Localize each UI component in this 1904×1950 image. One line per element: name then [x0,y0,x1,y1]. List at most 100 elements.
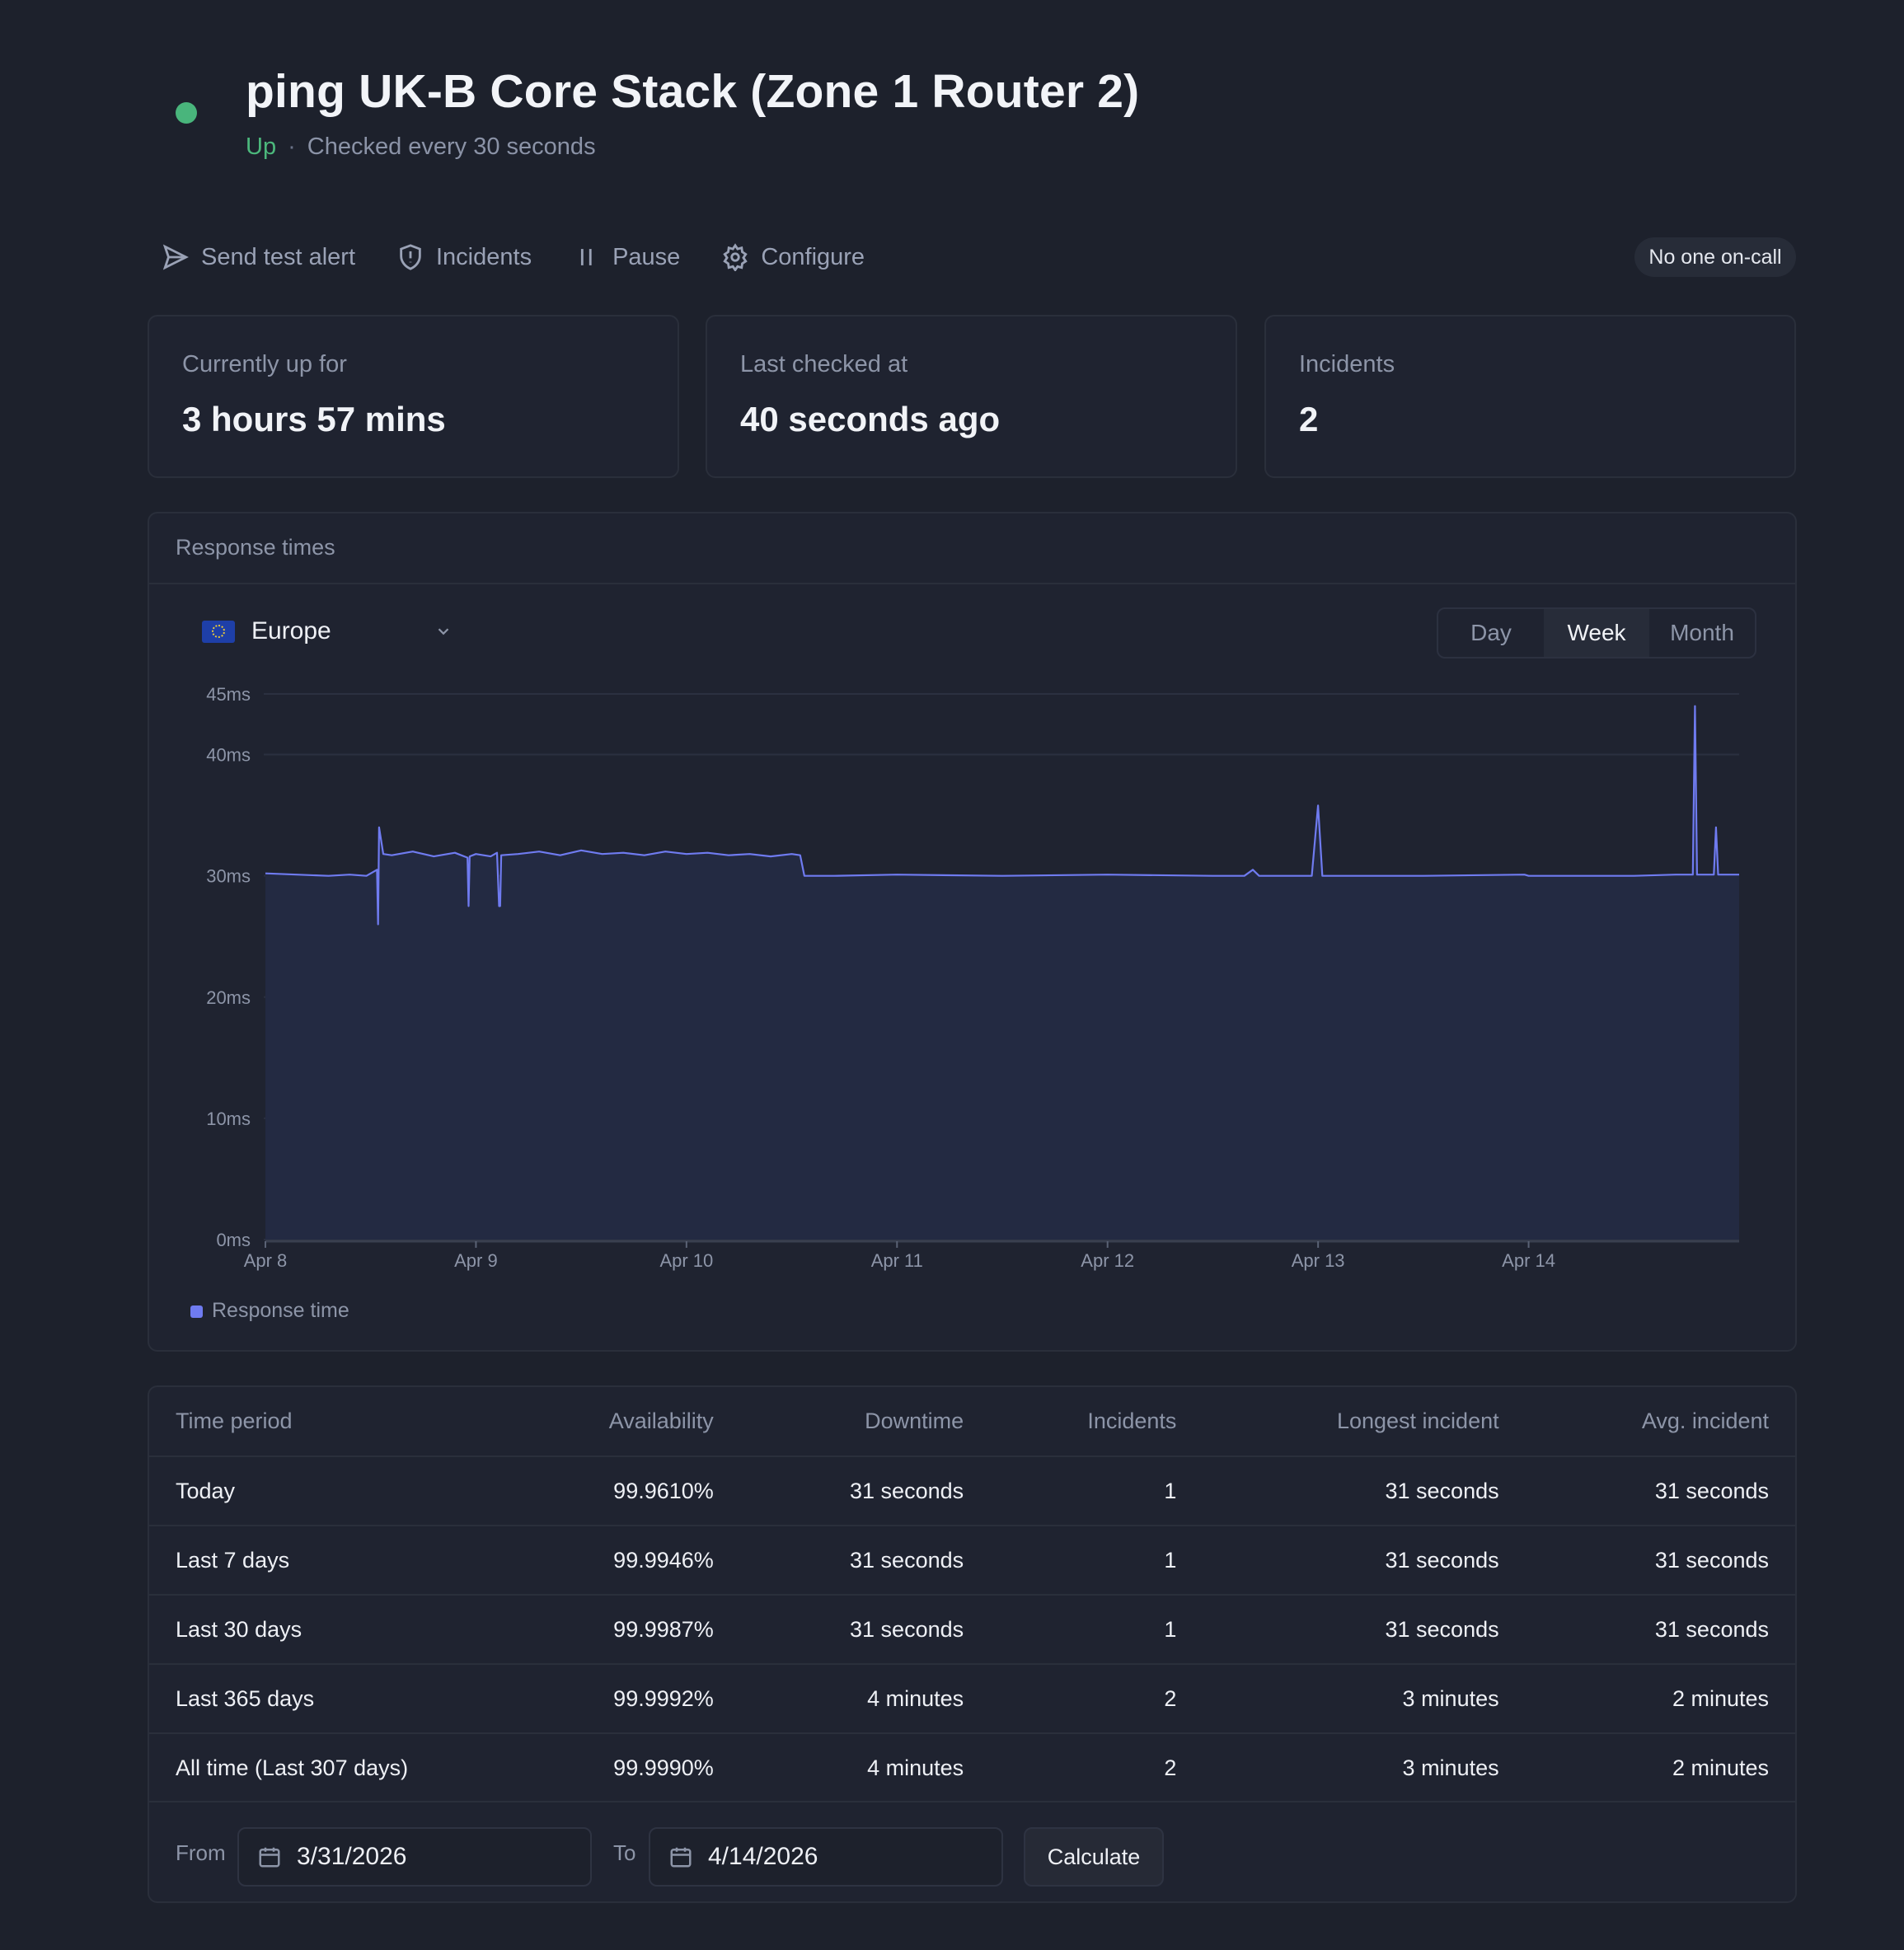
table-cell: Last 365 days [149,1663,504,1733]
legend-label: Response time [212,1299,349,1322]
x-tick-label: Apr 9 [454,1250,498,1271]
table-row: Today 99.9610% 31 seconds 1 31 seconds 3… [149,1455,1795,1526]
table-cell: 31 seconds [1525,1525,1795,1595]
table-cell: 4 minutes [739,1732,991,1802]
x-tick-label: Apr 13 [1292,1250,1345,1271]
calendar-icon [259,1847,280,1868]
x-tick-label: Apr 12 [1081,1250,1134,1271]
column-header: Longest incident [1336,1409,1499,1433]
from-date-value: 3/31/2026 [297,1843,407,1870]
table-cell: Last 7 days [149,1525,504,1595]
table-cell: All time (Last 307 days) [149,1732,504,1802]
x-tick-label: Apr 8 [244,1250,288,1271]
legend-swatch [190,1305,203,1318]
chevron-down-icon [438,628,449,635]
table-cell: 99.9992% [504,1663,740,1733]
table-header-row: Time period Availability Downtime Incide… [149,1387,1795,1456]
table-row: All time (Last 307 days) 99.9990% 4 minu… [149,1732,1795,1802]
y-tick-label: 10ms [206,1109,251,1129]
shield-alert-icon [400,244,421,270]
column-header: Avg. incident [1641,1409,1769,1433]
response-times-title: Response times [149,513,1795,584]
monitor-subtitle: Up · Checked every 30 seconds [246,134,596,161]
table-row: Last 365 days 99.9992% 4 minutes 2 3 min… [149,1663,1795,1733]
tab-day[interactable]: Day [1470,620,1512,645]
table-cell: 1 [990,1525,1203,1595]
from-date-input[interactable]: 3/31/2026 [237,1827,592,1887]
send-icon [162,244,189,270]
to-label: To [613,1840,636,1865]
separator: · [288,134,296,160]
table-cell: 31 seconds [1203,1594,1526,1664]
to-date-value: 4/14/2026 [708,1843,818,1870]
status-dot [176,102,197,124]
region-select[interactable]: Europe [202,617,453,645]
y-tick-label: 20ms [206,987,251,1008]
stat-label: Incidents [1299,351,1395,377]
response-times-card: Response times Europe Day Week Month 0ms… [148,512,1797,1352]
table-cell: 31 seconds [739,1525,991,1595]
stat-value: 3 hours 57 mins [182,400,446,438]
column-header: Time period [176,1409,293,1433]
tab-month[interactable]: Month [1670,620,1734,645]
response-time-line [265,705,1739,926]
send-test-alert-button[interactable]: Send test alert [162,243,355,271]
status-text: Up [246,134,277,160]
table-cell: 99.9610% [504,1455,740,1526]
response-time-area [265,705,1739,1240]
column-header: Incidents [1087,1409,1177,1433]
stat-label: Last checked at [740,351,908,377]
check-interval: Checked every 30 seconds [307,134,596,160]
uptime-card: Currently up for 3 hours 57 mins [148,315,679,478]
calendar-icon [670,1847,692,1868]
table-cell: 2 minutes [1525,1663,1795,1733]
stat-value: 40 seconds ago [740,400,1001,438]
tab-week[interactable]: Week [1544,609,1649,657]
stat-label: Currently up for [182,351,347,377]
x-tick-label: Apr 10 [659,1250,713,1271]
page-title: ping UK-B Core Stack (Zone 1 Router 2) [246,65,1140,118]
table-cell: Last 30 days [149,1594,504,1664]
table-cell: 2 [990,1663,1203,1733]
table-cell: 31 seconds [739,1455,991,1526]
table-cell: 31 seconds [739,1594,991,1664]
configure-label: Configure [761,243,865,270]
date-range-bar: From 3/31/2026 To 4/14/2026 Calculate [149,1801,1795,1901]
availability-table: Time period Availability Downtime Incide… [149,1387,1795,1802]
table-cell: 31 seconds [1203,1455,1526,1526]
table-cell: 99.9987% [504,1594,740,1664]
table-cell: 31 seconds [1203,1525,1526,1595]
table-cell: 3 minutes [1203,1663,1526,1733]
from-label: From [176,1840,226,1865]
column-header: Availability [608,1409,714,1433]
incidents-card: Incidents 2 [1264,315,1796,478]
to-date-input[interactable]: 4/14/2026 [649,1827,1003,1887]
y-tick-label: 40ms [206,745,251,766]
column-header: Downtime [865,1409,964,1433]
table-cell: 2 minutes [1525,1732,1795,1802]
availability-card: Time period Availability Downtime Incide… [148,1385,1797,1903]
incidents-button[interactable]: Incidents [396,243,532,271]
configure-button[interactable]: Configure [721,243,865,271]
table-cell: 31 seconds [1525,1594,1795,1664]
action-bar: Send test alert Incidents Pause Configur… [162,239,906,275]
table-cell: 1 [990,1594,1203,1664]
table-cell: 99.9946% [504,1525,740,1595]
table-cell: 31 seconds [1525,1455,1795,1526]
response-time-chart: 0ms 10ms 20ms 30ms 40ms 45ms Apr 8 Apr 9 Apr 10 A… [190,684,1739,1322]
table-cell: Today [149,1455,504,1526]
range-toggle: Day Week Month [1437,607,1756,659]
calculate-button[interactable]: Calculate [1024,1827,1164,1887]
pause-button[interactable]: Pause [573,243,680,271]
y-tick-label: 0ms [216,1230,251,1250]
table-row: Last 7 days 99.9946% 31 seconds 1 31 sec… [149,1525,1795,1595]
table-cell: 3 minutes [1203,1732,1526,1802]
pause-label: Pause [612,243,681,270]
table-cell: 2 [990,1732,1203,1802]
pause-icon [580,249,592,265]
table-row: Last 30 days 99.9987% 31 seconds 1 31 se… [149,1594,1795,1664]
oncall-badge[interactable]: No one on-call [1634,237,1796,277]
y-tick-label: 30ms [206,866,251,887]
region-label: Europe [251,617,331,645]
last-checked-card: Last checked at 40 seconds ago [706,315,1237,478]
